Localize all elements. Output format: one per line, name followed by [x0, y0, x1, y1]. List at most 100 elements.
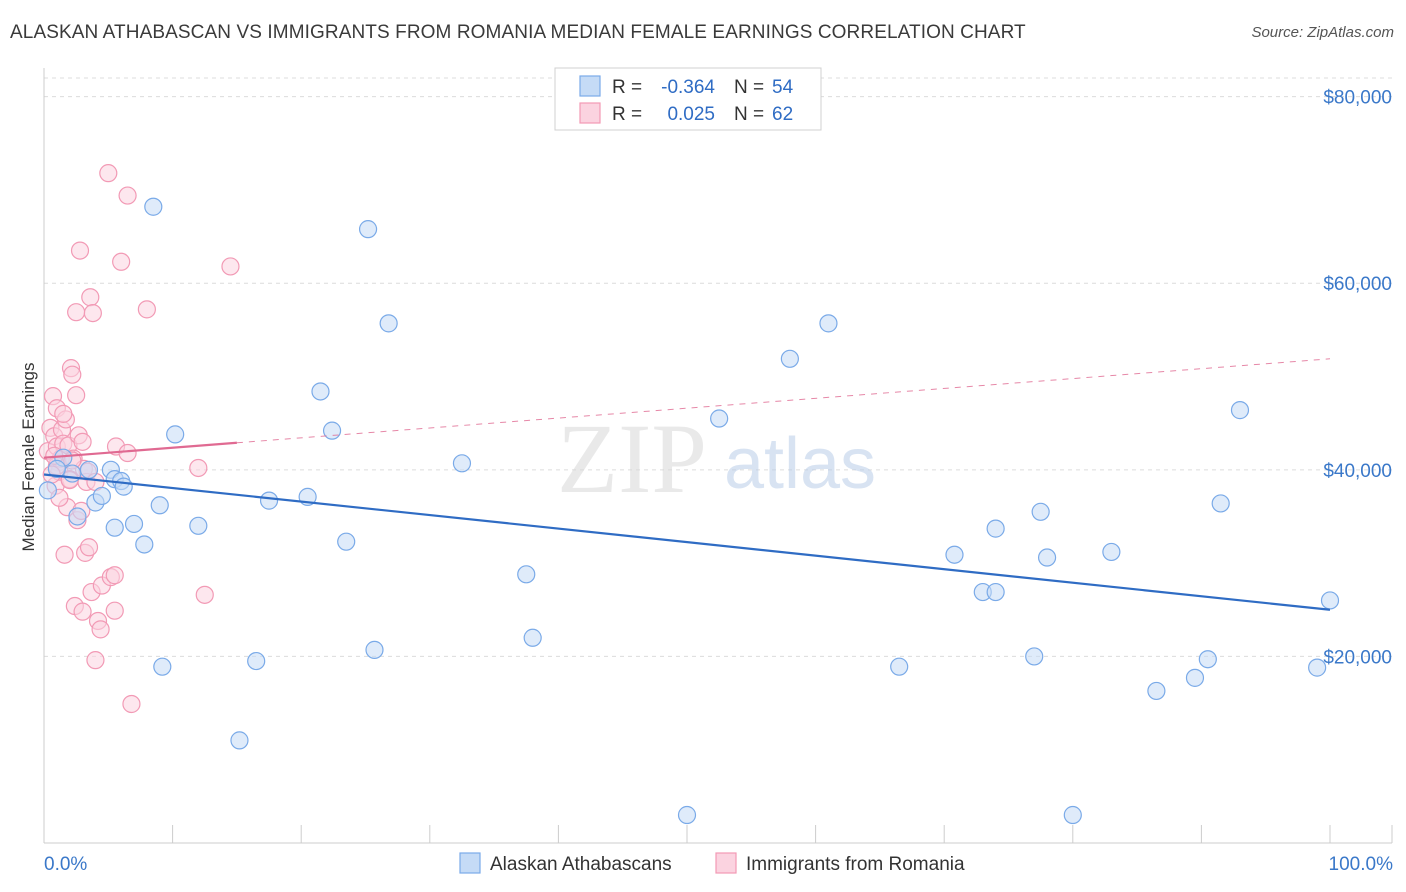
romania-point-44 — [112, 252, 131, 271]
source-label: Source: ZipAtlas.com — [1251, 24, 1394, 41]
romania-point-18 — [63, 365, 82, 384]
watermark-zip: ZIP — [557, 403, 707, 514]
athabascan-point-33 — [710, 409, 729, 428]
athabascan-point-4 — [79, 460, 99, 479]
y-tick-label-40000: $40,000 — [1323, 461, 1392, 482]
legend-r-label-1: R = — [612, 77, 642, 98]
romania-point-35 — [86, 651, 105, 670]
legend-swatch-pink — [579, 102, 601, 124]
athabascan-point-49 — [1211, 494, 1230, 513]
romania-point-50 — [195, 585, 214, 604]
bottom-legend-swatch-pink — [715, 852, 737, 874]
athabascan-point-36 — [890, 657, 909, 676]
athabascan-point-44 — [1063, 805, 1082, 825]
athabascan-point-42 — [1031, 502, 1050, 521]
romania-point-31 — [79, 538, 99, 557]
athabascan-point-21 — [259, 491, 279, 510]
y-tick-label-60000: $60,000 — [1323, 274, 1392, 295]
romania-point-42 — [105, 601, 124, 620]
athabascan-point-40 — [986, 582, 1005, 602]
athabascan-point-34 — [780, 349, 799, 368]
romania-point-48 — [137, 300, 156, 319]
romania-point-12 — [55, 545, 74, 564]
romania-point-39 — [99, 164, 118, 183]
athabascan-point-20 — [247, 651, 266, 671]
romania-point-45 — [118, 186, 137, 205]
athabascan-trend-line — [43, 473, 1331, 611]
legend-n-label-1: N = — [734, 77, 764, 98]
bottom-legend-athabascan: Alaskan Athabascans — [490, 854, 672, 875]
athabascan-point-53 — [47, 459, 66, 478]
y-axis-label: Median Female Earnings — [19, 363, 38, 552]
bottom-legend-swatch-blue — [459, 852, 481, 874]
legend-n-value-2: 62 — [772, 104, 793, 125]
chart-title: ALASKAN ATHABASCAN VS IMMIGRANTS FROM RO… — [10, 22, 1026, 43]
athabascan-point-28 — [379, 314, 398, 333]
athabascan-point-50 — [1230, 401, 1250, 420]
romania-point-46 — [122, 694, 141, 714]
athabascan-point-37 — [945, 545, 964, 564]
romania-points — [38, 164, 240, 714]
romania-point-41 — [105, 566, 124, 585]
romania-point-34 — [83, 303, 102, 323]
athabascan-point-15 — [150, 496, 169, 515]
legend-n-label-2: N = — [734, 104, 764, 125]
watermark: ZIP atlas — [557, 403, 876, 514]
athabascan-point-39 — [986, 519, 1005, 538]
athabascan-point-32 — [677, 805, 697, 825]
athabascan-point-31 — [523, 628, 542, 647]
trend-lines — [43, 358, 1331, 611]
y-tick-label-80000: $80,000 — [1323, 88, 1392, 109]
athabascan-point-6 — [92, 486, 111, 506]
athabascan-point-51 — [1308, 658, 1327, 677]
axes — [43, 68, 1393, 844]
romania-point-56 — [54, 404, 73, 423]
athabascan-point-11 — [114, 477, 133, 496]
athabascan-point-2 — [63, 464, 82, 483]
athabascan-point-16 — [153, 657, 172, 676]
bottom-legend: Alaskan Athabascans Immigrants from Roma… — [459, 852, 965, 875]
gridlines — [44, 77, 1392, 657]
romania-point-24 — [70, 241, 90, 260]
athabascan-point-26 — [358, 220, 378, 239]
athabascan-point-46 — [1147, 681, 1166, 701]
athabascan-point-17 — [166, 425, 185, 444]
romania-point-61 — [67, 386, 86, 405]
athabascan-point-14 — [144, 197, 163, 216]
legend-r-value-1: -0.364 — [661, 77, 715, 98]
athabascan-point-29 — [452, 454, 472, 473]
legend-n-value-1: 54 — [772, 77, 794, 98]
romania-point-49 — [189, 458, 208, 478]
romania-trend-extension — [236, 358, 1331, 444]
athabascan-point-45 — [1102, 542, 1121, 562]
athabascan-point-30 — [517, 565, 536, 584]
tick-labels: $20,000 $40,000 $60,000 $80,000 0.0% 100.0% — [44, 88, 1393, 875]
athabascan-point-47 — [1185, 668, 1205, 687]
athabascan-point-48 — [1198, 650, 1217, 669]
romania-point-58 — [73, 432, 92, 451]
x-tick-label-end: 100.0% — [1329, 854, 1394, 875]
x-tick-label-start: 0.0% — [44, 854, 87, 875]
y-tick-label-20000: $20,000 — [1323, 647, 1392, 668]
athabascan-point-18 — [189, 516, 208, 535]
athabascan-point-27 — [365, 640, 384, 659]
athabascan-points — [38, 197, 1340, 825]
athabascan-point-52 — [1320, 591, 1340, 610]
bottom-legend-romania: Immigrants from Romania — [746, 854, 965, 875]
legend-r-value-2: 0.025 — [667, 104, 715, 125]
athabascan-point-24 — [322, 421, 342, 440]
watermark-atlas: atlas — [724, 424, 876, 504]
romania-point-51 — [221, 257, 240, 276]
romania-point-21 — [67, 303, 86, 322]
romania-point-37 — [91, 620, 110, 639]
athabascan-point-8 — [105, 518, 124, 537]
athabascan-point-19 — [230, 731, 249, 750]
romania-point-47 — [118, 443, 137, 463]
athabascan-point-13 — [135, 535, 154, 554]
athabascan-point-23 — [311, 382, 330, 401]
athabascan-point-35 — [819, 314, 838, 333]
athabascan-point-0 — [38, 481, 57, 500]
legend-r-label-2: R = — [612, 104, 642, 125]
romania-point-26 — [73, 602, 92, 621]
